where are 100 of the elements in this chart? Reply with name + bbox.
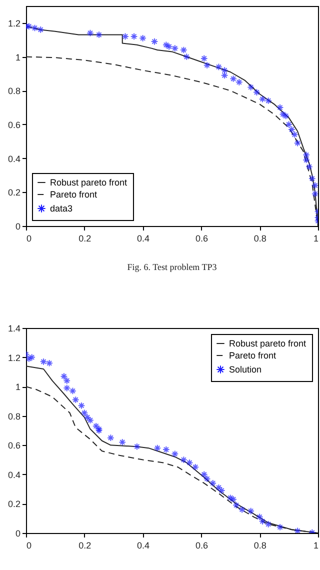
point xyxy=(264,520,272,528)
point xyxy=(26,355,33,362)
point xyxy=(122,32,129,40)
point xyxy=(92,422,100,430)
point xyxy=(308,174,316,182)
point xyxy=(215,484,222,492)
point xyxy=(46,359,54,367)
point xyxy=(220,66,228,74)
x-tick-label: 0.2 xyxy=(78,540,92,550)
y-tick-label: 0.4 xyxy=(8,470,20,480)
y-tick-label: 1.2 xyxy=(8,352,20,363)
point xyxy=(165,42,173,50)
point xyxy=(78,402,86,410)
point xyxy=(302,156,310,164)
point xyxy=(40,358,48,366)
point xyxy=(311,182,318,190)
point xyxy=(69,387,76,395)
point xyxy=(36,26,44,34)
point xyxy=(258,95,266,103)
point xyxy=(256,513,264,521)
point xyxy=(86,29,94,37)
point xyxy=(203,62,211,69)
point xyxy=(171,450,179,458)
point xyxy=(150,38,158,46)
point xyxy=(200,470,208,478)
point xyxy=(258,518,266,525)
point xyxy=(130,32,138,40)
x-tick-label: 1 xyxy=(313,234,318,244)
x-tick-label: 0.8 xyxy=(254,234,266,244)
point xyxy=(264,97,272,104)
point xyxy=(95,31,103,38)
y-tick-label: 0.8 xyxy=(8,86,20,96)
point xyxy=(302,151,310,159)
point xyxy=(203,475,211,482)
x-tick-label: 0.4 xyxy=(137,540,150,550)
point xyxy=(238,506,246,514)
point xyxy=(226,494,234,502)
point xyxy=(171,44,179,52)
y-tick-label: 0.6 xyxy=(8,120,20,130)
point xyxy=(133,442,141,450)
y-tick-label: 1.4 xyxy=(8,324,20,334)
legend-label: Robust pareto front xyxy=(50,178,128,188)
y-tick-label: 0.4 xyxy=(8,154,20,164)
point xyxy=(180,46,188,54)
y-tick-label: 0.2 xyxy=(8,499,20,510)
legend-label: Pareto front xyxy=(50,190,98,200)
point xyxy=(86,416,94,424)
point xyxy=(215,63,222,71)
point xyxy=(276,523,284,531)
point xyxy=(162,41,170,49)
point xyxy=(294,527,302,533)
point xyxy=(247,84,254,91)
point xyxy=(306,163,313,170)
point xyxy=(220,72,228,80)
point xyxy=(236,78,243,86)
x-tick-label: 0.2 xyxy=(78,234,92,244)
point xyxy=(230,496,237,503)
point xyxy=(209,480,217,487)
point xyxy=(139,34,146,42)
point xyxy=(80,409,88,417)
y-tick-label: 1 xyxy=(15,382,20,392)
y-tick-label: 1.2 xyxy=(8,18,20,28)
x-tick-label: 0.6 xyxy=(195,234,208,244)
x-tick-label: 0.8 xyxy=(254,540,266,550)
point xyxy=(247,507,254,515)
x-tick-label: 0 xyxy=(26,540,32,550)
point xyxy=(182,53,190,60)
y-tick-label: 1 xyxy=(15,52,20,62)
point xyxy=(294,139,302,147)
point xyxy=(186,459,194,466)
point xyxy=(63,384,71,392)
point xyxy=(218,486,226,494)
point xyxy=(200,54,208,62)
point xyxy=(192,463,200,471)
point xyxy=(282,112,290,120)
y-tick-label: 0 xyxy=(15,528,20,538)
legend-label: Pareto front xyxy=(229,350,277,360)
point xyxy=(290,130,298,138)
point xyxy=(60,372,68,380)
point xyxy=(311,190,318,198)
x-tick-label: 1 xyxy=(313,540,318,550)
point xyxy=(276,104,284,112)
y-tick-label: 0.2 xyxy=(8,188,20,198)
y-tick-label: 0.6 xyxy=(8,440,20,451)
point xyxy=(107,434,114,442)
point xyxy=(28,354,36,361)
point xyxy=(63,377,71,384)
point xyxy=(84,414,91,421)
x-tick-label: 0.6 xyxy=(195,540,208,550)
point xyxy=(31,24,38,32)
point xyxy=(118,438,126,446)
x-tick-label: 0 xyxy=(26,234,32,244)
point xyxy=(180,456,188,464)
legend-label: data3 xyxy=(50,204,73,214)
legend-label: Solution xyxy=(229,364,262,374)
y-tick-label: 0 xyxy=(15,222,20,232)
point xyxy=(26,22,33,30)
legend-label: Robust pareto front xyxy=(229,338,307,348)
y-tick-label: 0.8 xyxy=(8,411,20,422)
point xyxy=(285,120,292,128)
